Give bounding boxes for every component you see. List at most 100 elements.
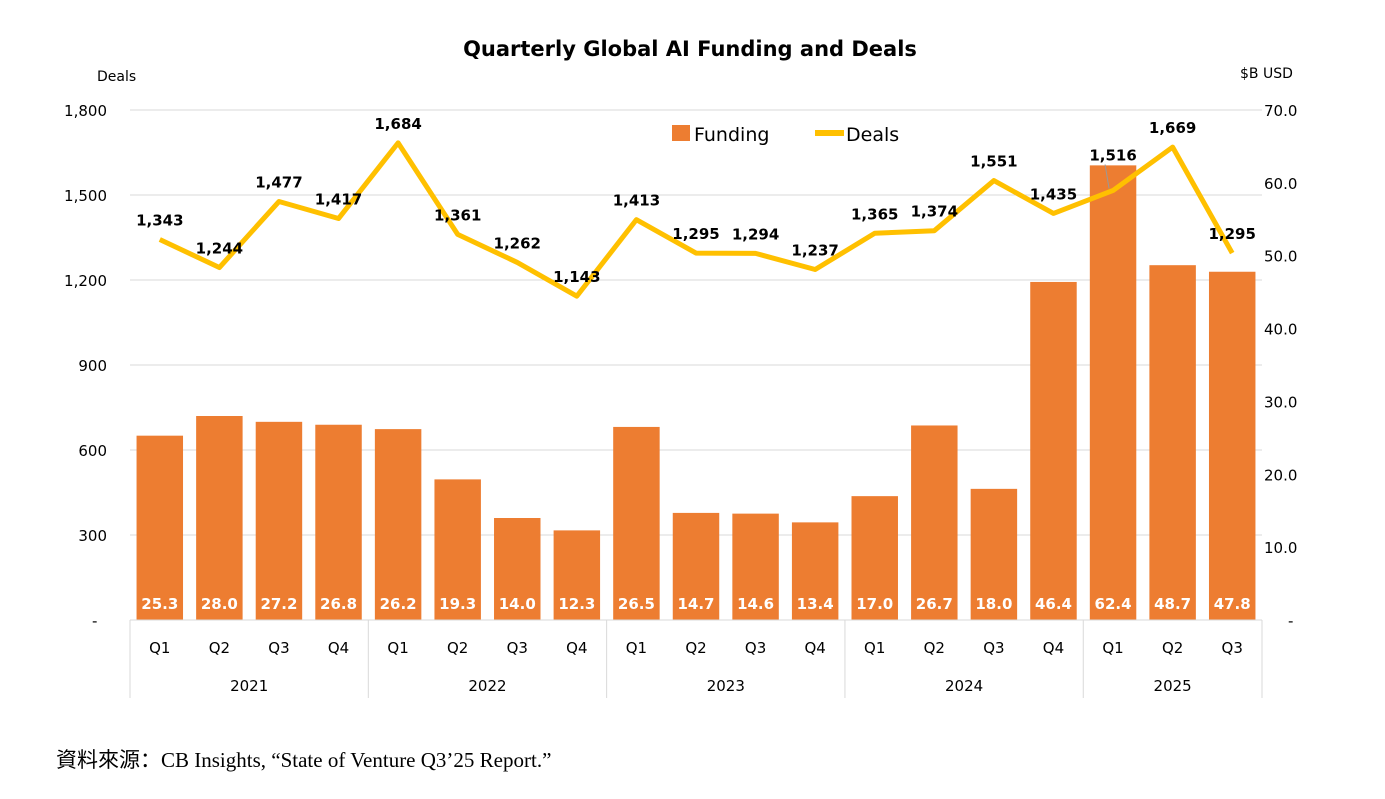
axes: - 300 600 900 1,200 1,500 1,800 - 10.0 20.0 30.0 40… — [64, 102, 1297, 698]
right-tick-label: 60.0 — [1264, 175, 1297, 193]
deals-data-label: 1,295 — [672, 225, 719, 243]
funding-data-label: 62.4 — [1095, 595, 1132, 613]
quarter-tick-label: Q1 — [387, 639, 408, 657]
left-tick-label: 1,200 — [64, 272, 107, 290]
funding-bar — [911, 425, 958, 620]
funding-data-label: 14.7 — [677, 595, 714, 613]
funding-bar — [1208, 271, 1256, 620]
quarter-tick-label: Q3 — [745, 639, 766, 657]
funding-bar — [1149, 265, 1196, 620]
left-tick-label: - — [92, 612, 97, 630]
quarter-tick-label: Q1 — [864, 639, 885, 657]
funding-bar — [136, 435, 184, 620]
funding-data-label: 46.4 — [1035, 595, 1072, 613]
funding-bar — [196, 416, 243, 620]
funding-bar — [732, 513, 779, 620]
left-tick-label: 300 — [78, 527, 107, 545]
right-tick-label: 70.0 — [1264, 102, 1297, 120]
year-tick-label: 2021 — [230, 677, 268, 695]
deals-data-label: 1,143 — [553, 268, 600, 286]
right-tick-label: 20.0 — [1264, 466, 1297, 484]
right-tick-label: 10.0 — [1264, 539, 1297, 557]
deals-data-label: 1,684 — [374, 115, 421, 133]
left-tick-label: 1,500 — [64, 187, 107, 205]
funding-data-label: 26.2 — [380, 595, 417, 613]
funding-data-label: 19.3 — [439, 595, 476, 613]
quarter-tick-label: Q4 — [804, 639, 825, 657]
left-tick-label: 1,800 — [64, 102, 107, 120]
quarter-tick-label: Q4 — [328, 639, 349, 657]
quarter-tick-label: Q2 — [1162, 639, 1183, 657]
deals-data-label: 1,417 — [315, 191, 362, 209]
chart-title: Quarterly Global AI Funding and Deals — [463, 37, 917, 61]
legend: Funding Deals — [672, 124, 899, 146]
deals-data-label: 1,374 — [911, 203, 958, 221]
funding-data-label: 48.7 — [1154, 595, 1191, 613]
funding-data-label: 18.0 — [975, 595, 1012, 613]
funding-bars — [136, 165, 1256, 620]
quarter-tick-label: Q3 — [983, 639, 1004, 657]
quarter-tick-label: Q3 — [507, 639, 528, 657]
deals-data-label: 1,237 — [791, 242, 838, 260]
funding-data-label: 28.0 — [201, 595, 238, 613]
deals-line — [158, 140, 1235, 299]
funding-bar — [970, 488, 1018, 620]
funding-bar — [374, 429, 422, 620]
funding-bar — [672, 512, 720, 620]
quarter-tick-label: Q1 — [149, 639, 170, 657]
funding-bar — [255, 421, 303, 620]
deals-data-label: 1,343 — [136, 211, 183, 229]
legend-deals-label: Deals — [846, 124, 899, 146]
quarter-tick-label: Q3 — [268, 639, 289, 657]
funding-bar — [1089, 165, 1137, 620]
funding-bar — [1030, 281, 1077, 620]
deals-data-label: 1,295 — [1208, 225, 1255, 243]
right-tick-label: 40.0 — [1264, 321, 1297, 339]
right-tick-label: 50.0 — [1264, 248, 1297, 266]
left-axis-label: Deals — [97, 69, 136, 85]
funding-bar — [434, 479, 481, 620]
data-labels: 25.3 28.0 27.2 26.8 26.2 19.3 14.0 12.3 26.5 14.7… — [136, 115, 1256, 613]
funding-data-label: 27.2 — [260, 595, 297, 613]
legend-funding-swatch — [672, 125, 690, 141]
funding-bar — [851, 496, 898, 620]
funding-data-label: 14.6 — [737, 595, 774, 613]
funding-data-label: 26.5 — [618, 595, 655, 613]
quarter-tick-label: Q2 — [209, 639, 230, 657]
funding-data-label: 12.3 — [558, 595, 595, 613]
deals-data-label: 1,365 — [851, 205, 898, 223]
deals-data-label: 1,516 — [1089, 146, 1136, 164]
quarter-tick-label: Q4 — [566, 639, 587, 657]
deals-data-label: 1,244 — [196, 240, 243, 258]
deals-data-label: 1,669 — [1149, 119, 1196, 137]
leader-line — [1104, 164, 1110, 189]
quarter-tick-label: Q4 — [1043, 639, 1064, 657]
deals-data-label: 1,435 — [1030, 185, 1077, 203]
year-tick-label: 2023 — [707, 677, 745, 695]
funding-bar — [791, 522, 839, 620]
funding-bar — [494, 518, 541, 620]
deals-data-label: 1,477 — [255, 174, 302, 192]
deals-data-label: 1,413 — [613, 192, 660, 210]
right-tick-label: 30.0 — [1264, 393, 1297, 411]
source-note: 資料來源：CB Insights, “State of Venture Q3’2… — [56, 748, 552, 772]
quarter-tick-label: Q1 — [626, 639, 647, 657]
funding-bar — [315, 424, 362, 620]
right-axis-label: $B USD — [1240, 66, 1293, 82]
right-tick-label: - — [1288, 612, 1293, 630]
deals-line-path — [158, 140, 1235, 299]
funding-data-label: 26.7 — [916, 595, 953, 613]
deals-data-label: 1,294 — [732, 225, 779, 243]
year-tick-label: 2022 — [468, 677, 506, 695]
quarter-tick-label: Q1 — [1102, 639, 1123, 657]
funding-data-label: 13.4 — [797, 595, 834, 613]
funding-bar — [613, 426, 660, 620]
deals-data-label: 1,262 — [494, 234, 541, 252]
year-tick-label: 2024 — [945, 677, 983, 695]
deals-data-label: 1,551 — [970, 153, 1017, 171]
funding-data-label: 47.8 — [1214, 595, 1251, 613]
funding-data-label: 25.3 — [141, 595, 178, 613]
quarter-tick-label: Q2 — [447, 639, 468, 657]
quarter-tick-label: Q2 — [685, 639, 706, 657]
